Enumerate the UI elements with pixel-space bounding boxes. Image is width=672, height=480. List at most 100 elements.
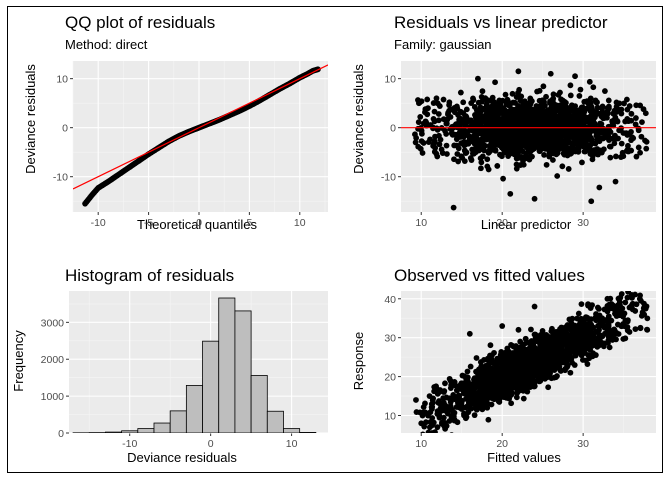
obs-point [518, 386, 525, 393]
resid-point [590, 84, 597, 91]
resid-point [552, 143, 559, 150]
resid-point [565, 129, 572, 136]
obs-point [420, 431, 426, 433]
obs-point [465, 409, 472, 416]
obs-point [498, 352, 505, 359]
hist-bar [299, 432, 317, 433]
obs-plot-area: 10 20 30 10 20 30 40 [384, 291, 656, 450]
resid-point [457, 89, 464, 96]
resid-point [637, 102, 644, 109]
resid-point [611, 107, 618, 114]
obs-point [567, 369, 574, 376]
resid-point [486, 133, 493, 139]
obs-point [562, 365, 569, 372]
obs-point [534, 338, 541, 345]
resid-point [632, 121, 639, 128]
panel-observed-vs-fitted: Observed vs fitted values Fitted values … [351, 266, 585, 465]
resid-point [642, 110, 649, 117]
resid-point [557, 136, 564, 143]
obs-point [532, 372, 538, 379]
resid-plot-area: 10 20 30 -10 0 10 [381, 61, 656, 229]
resid-point [484, 156, 491, 163]
obs-point [577, 348, 584, 354]
qq-x-tick-label: 5 [246, 217, 252, 229]
obs-point [484, 400, 491, 407]
resid-point [543, 110, 550, 117]
resid-point [495, 119, 502, 126]
obs-y-tick-label: 40 [384, 294, 396, 306]
resid-point [562, 142, 569, 149]
resid-point [612, 178, 619, 185]
obs-point [486, 389, 493, 396]
obs-point [446, 375, 453, 382]
obs-point [478, 402, 485, 409]
resid-point [597, 110, 603, 117]
obs-point [450, 416, 457, 423]
obs-point [429, 415, 436, 421]
resid-point [586, 78, 593, 85]
obs-point [484, 373, 490, 380]
resid-point [550, 157, 556, 163]
resid-point [550, 136, 557, 143]
obs-point [464, 393, 471, 400]
hist-bar [153, 422, 171, 433]
resid-point [554, 173, 561, 179]
resid-point [500, 175, 506, 182]
obs-point [536, 376, 543, 383]
obs-point [605, 318, 611, 325]
panel-residuals-vs-predictor: Residuals vs linear predictor Family: ga… [351, 13, 608, 232]
obs-y-label: Response [351, 332, 366, 391]
obs-point [435, 399, 442, 406]
resid-point [568, 102, 575, 109]
resid-point [594, 104, 601, 111]
resid-point [612, 132, 618, 139]
qq-marks [73, 64, 328, 207]
obs-point [582, 345, 588, 352]
resid-point [587, 95, 594, 102]
resid-point [415, 119, 422, 126]
obs-point [553, 374, 559, 381]
resid-point [569, 119, 576, 125]
obs-point [520, 395, 527, 402]
obs-point [456, 404, 463, 411]
obs-point [557, 368, 564, 374]
resid-point [510, 146, 517, 153]
obs-point [487, 342, 494, 349]
obs-point [443, 423, 450, 429]
resid-y-tick-label: -10 [381, 172, 396, 184]
resid-point [563, 106, 570, 113]
obs-point [604, 295, 611, 302]
obs-point [589, 341, 595, 347]
resid-point [504, 110, 510, 117]
obs-point [619, 305, 626, 312]
resid-point [467, 155, 474, 161]
qq-title: QQ plot of residuals [65, 13, 215, 32]
obs-point [559, 349, 566, 356]
resid-point [588, 198, 595, 205]
obs-point [556, 345, 563, 351]
resid-point [535, 108, 541, 114]
resid-x-tick-label: 10 [415, 217, 427, 229]
resid-point [605, 97, 612, 104]
resid-point [510, 141, 517, 148]
resid-point [477, 104, 484, 111]
obs-point [525, 358, 532, 365]
obs-point [509, 390, 516, 397]
resid-point [624, 115, 631, 122]
obs-point [473, 406, 480, 413]
resid-point [438, 146, 445, 153]
resid-point [416, 99, 423, 106]
resid-point [516, 86, 523, 93]
resid-point [642, 137, 648, 144]
obs-point [431, 384, 438, 390]
obs-point [529, 340, 536, 347]
resid-point [633, 115, 639, 121]
obs-point [552, 365, 559, 372]
resid-point [605, 103, 612, 110]
obs-point [604, 303, 611, 309]
resid-x-tick-label: 30 [577, 217, 589, 229]
obs-point [568, 356, 574, 363]
resid-point [456, 134, 463, 140]
resid-point [491, 121, 497, 127]
resid-point [498, 153, 505, 160]
